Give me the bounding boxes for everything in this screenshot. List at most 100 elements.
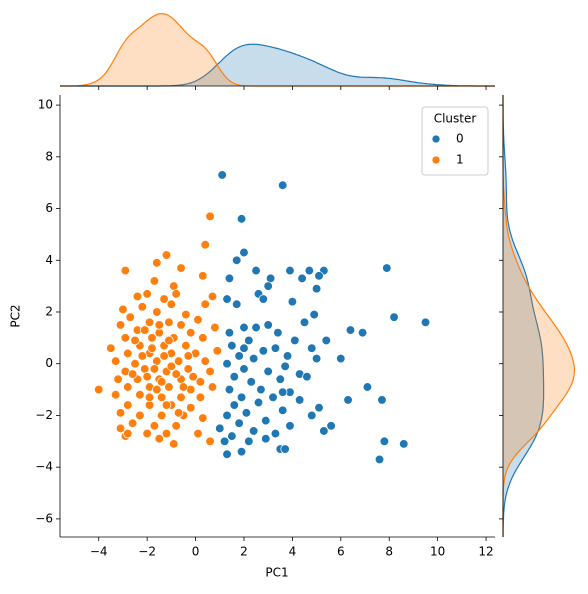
point (357, 328, 368, 338)
point (278, 180, 288, 190)
point (379, 436, 390, 446)
point (244, 335, 254, 346)
point (171, 289, 181, 299)
point (166, 299, 177, 309)
point (137, 351, 147, 361)
point (147, 343, 157, 353)
point (374, 454, 385, 465)
point (140, 325, 150, 335)
point (219, 436, 230, 446)
point (193, 315, 203, 325)
point (224, 273, 235, 284)
point (186, 403, 196, 413)
x-tick-label: 8 (385, 545, 393, 559)
point (183, 364, 193, 374)
point (159, 351, 169, 361)
point (229, 371, 239, 382)
point (207, 382, 218, 392)
x-axis-label: PC1 (265, 566, 288, 580)
point (135, 390, 145, 400)
point (311, 353, 322, 364)
point (382, 263, 392, 273)
point (287, 296, 298, 307)
point (261, 415, 271, 426)
point (123, 428, 133, 439)
x-tick-label: 6 (337, 545, 345, 559)
legend-label: 0 (456, 132, 464, 146)
point (270, 343, 281, 353)
point (176, 320, 186, 330)
y-tick-label: −6 (35, 511, 53, 525)
point (140, 364, 150, 374)
point (144, 317, 155, 327)
point (249, 353, 259, 364)
point (198, 271, 208, 281)
point (389, 312, 399, 322)
point (265, 273, 276, 284)
point (164, 382, 174, 392)
point (362, 382, 373, 392)
point (164, 317, 174, 327)
point (210, 322, 220, 333)
x-tick-label: 2 (240, 545, 248, 559)
point (246, 377, 256, 387)
x-tick-label: 4 (289, 545, 297, 559)
point (157, 410, 167, 421)
point (234, 418, 244, 428)
point (249, 426, 259, 436)
point (278, 387, 288, 397)
point (321, 335, 331, 346)
point (256, 384, 266, 395)
point (200, 240, 210, 250)
point (120, 333, 131, 343)
point (222, 294, 232, 304)
point (149, 276, 160, 286)
point (236, 214, 247, 224)
point (261, 434, 271, 444)
point (147, 333, 157, 343)
point (142, 371, 152, 382)
x-tick-label: −4 (90, 545, 108, 559)
y-tick-label: 10 (38, 98, 53, 112)
point (232, 299, 242, 309)
point (142, 289, 152, 299)
point (157, 377, 167, 387)
point (314, 403, 324, 413)
point (169, 281, 179, 291)
point (166, 361, 177, 371)
legend-marker (431, 134, 441, 144)
kde-area (60, 44, 495, 86)
point (154, 328, 164, 338)
point (244, 436, 254, 446)
point (115, 423, 126, 434)
point (224, 328, 235, 338)
point (319, 426, 329, 436)
point (224, 384, 235, 395)
point (188, 371, 198, 382)
point (127, 418, 138, 428)
point (215, 423, 225, 434)
point (120, 265, 131, 276)
point (280, 361, 290, 371)
point (343, 395, 353, 405)
point (377, 395, 387, 405)
point (200, 299, 210, 309)
point (171, 421, 181, 431)
y-tick-label: 6 (45, 201, 53, 215)
point (106, 343, 116, 353)
point (268, 392, 278, 402)
point (200, 356, 210, 366)
point (173, 408, 184, 418)
point (420, 317, 431, 327)
point (149, 421, 160, 431)
point (178, 382, 189, 392)
kde-area (503, 95, 575, 537)
point (154, 320, 164, 330)
point (314, 271, 324, 281)
kde-area (60, 13, 495, 87)
point (212, 346, 222, 356)
legend-title: Cluster (434, 112, 477, 126)
point (205, 366, 215, 377)
point (142, 428, 152, 439)
x-tick-label: 12 (478, 545, 493, 559)
